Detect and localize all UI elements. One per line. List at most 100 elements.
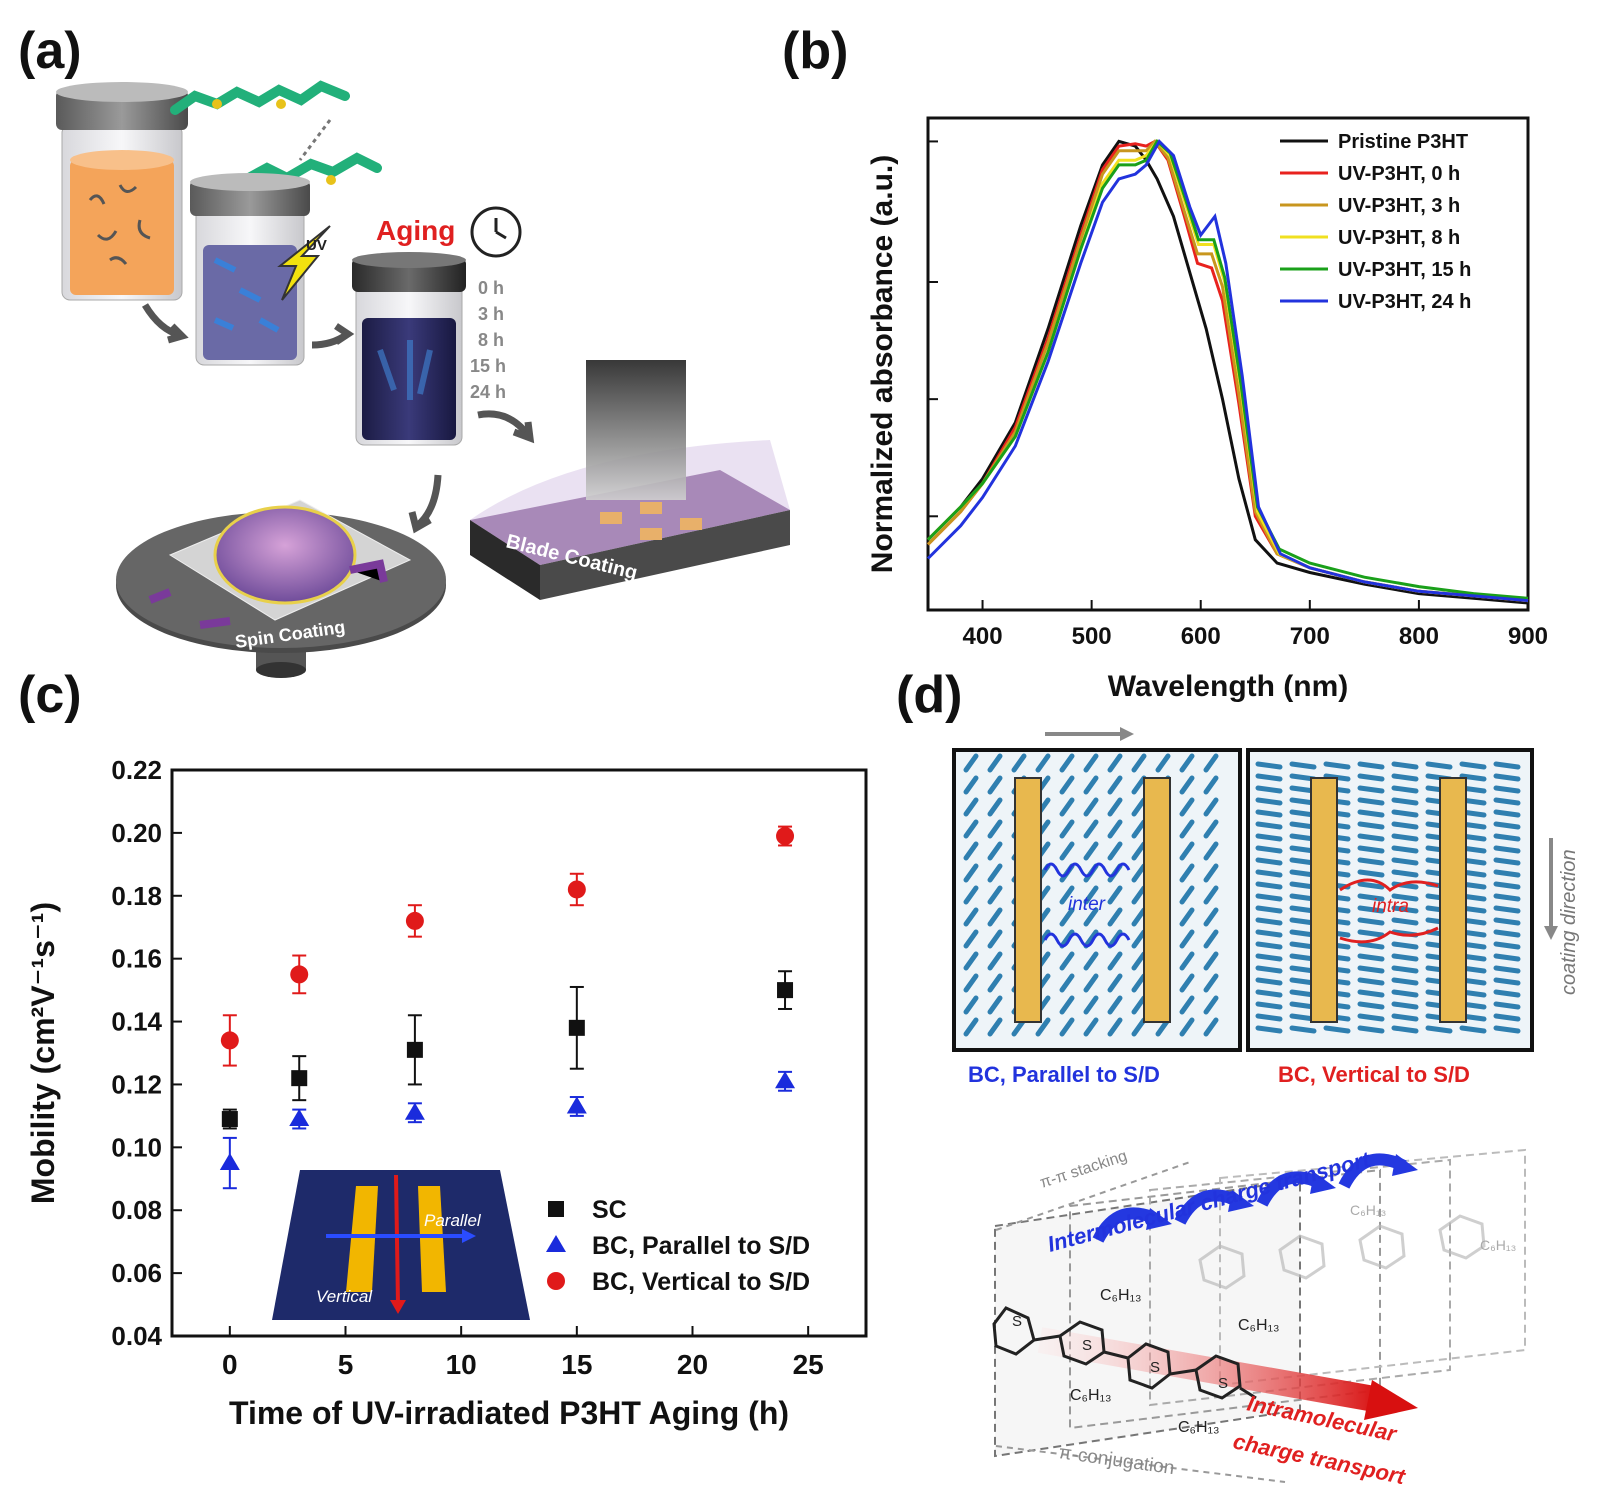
lamella-vertical-88	[1255, 893, 1283, 902]
lamella-vertical-175	[1493, 1013, 1521, 1022]
lamella-parallel-73	[1131, 885, 1147, 905]
lamella-parallel-45	[987, 841, 1003, 861]
data-point-2-1	[290, 965, 309, 984]
inset-vertical-arrowhead	[390, 1300, 406, 1314]
lamella-vertical-148	[1391, 977, 1419, 986]
x-axis-label-b: Wavelength (nm)	[1108, 670, 1349, 703]
clock-icon	[470, 206, 522, 258]
lamella-vertical-51	[1357, 833, 1385, 842]
lamella-vertical-143	[1493, 965, 1521, 974]
side-chain-label-6: C₆H₁₃	[1480, 1237, 1516, 1253]
lamella-vertical-103	[1493, 905, 1521, 914]
lamella-vertical-115	[1357, 929, 1385, 938]
lamella-vertical-178	[1323, 1025, 1351, 1034]
lamella-vertical-180	[1391, 1025, 1419, 1034]
lamella-vertical-56	[1255, 845, 1283, 854]
lamella-parallel-108	[1179, 951, 1195, 971]
lamella-vertical-139	[1357, 965, 1385, 974]
lamella-parallel-31	[1179, 797, 1195, 817]
plot-frame-c	[170, 768, 868, 1338]
spectrum-line-4	[926, 139, 1529, 600]
x-axis-label-c: Time of UV-irradiated P3HT Aging (h)	[229, 1395, 789, 1431]
lamella-parallel-119	[1179, 973, 1195, 993]
lamella-vertical-1	[1289, 761, 1317, 770]
lamella-parallel-84	[1131, 907, 1147, 927]
x-tick-label-b-0: 400	[963, 623, 1003, 650]
parallel-caption: BC, Parallel to S/D	[968, 1062, 1160, 1087]
lamella-vertical-124	[1391, 941, 1419, 950]
lamella-vertical-28	[1391, 797, 1419, 806]
lamella-parallel-39	[1107, 819, 1123, 839]
lamella-vertical-80	[1255, 881, 1283, 890]
absorbance-chart: 400 500 600 700 800 900 Wavelength (nm) Normali…	[866, 116, 1548, 703]
lamella-vertical-160	[1255, 1001, 1283, 1010]
lamella-vertical-83	[1357, 881, 1385, 890]
vertical-caption: BC, Vertical to S/D	[1278, 1062, 1470, 1087]
lamella-parallel-6	[1107, 753, 1123, 773]
lamella-parallel-132	[963, 1017, 979, 1037]
panel-c-label: (c)	[18, 666, 82, 724]
lamella-parallel-5	[1083, 753, 1099, 773]
lamella-vertical-24	[1255, 797, 1283, 806]
lamella-parallel-126	[1083, 995, 1099, 1015]
data-point-0-1	[291, 1070, 308, 1087]
lamella-parallel-93	[1083, 929, 1099, 949]
lamella-vertical-68	[1391, 857, 1419, 866]
lamella-vertical-91	[1357, 893, 1385, 902]
lamella-parallel-88	[963, 929, 979, 949]
lamella-vertical-60	[1391, 845, 1419, 854]
conjugation-label: π-conjugation	[1057, 1442, 1175, 1479]
lamella-parallel-67	[987, 885, 1003, 905]
lamella-vertical-23	[1493, 785, 1521, 794]
lamella-parallel-106	[1131, 951, 1147, 971]
lamella-parallel-54	[1203, 841, 1219, 861]
aging-time-3: 3 h	[478, 304, 504, 324]
lamella-parallel-95	[1131, 929, 1147, 949]
lamella-parallel-40	[1131, 819, 1147, 839]
x-tick-label-b-4: 800	[1399, 623, 1439, 650]
lamella-vertical-64	[1255, 857, 1283, 866]
side-chain-label-5: C₆H₁₃	[1350, 1202, 1386, 1218]
aging-time-24: 24 h	[470, 382, 506, 402]
lamella-parallel-26	[1059, 797, 1075, 817]
lamella-parallel-77	[963, 907, 979, 927]
data-point-0-4	[777, 982, 794, 999]
inset-electrode-right	[418, 1186, 446, 1292]
lamella-parallel-125	[1059, 995, 1075, 1015]
lamella-parallel-17	[1107, 775, 1123, 795]
lamella-vertical-111	[1493, 917, 1521, 926]
uv-label: UV	[306, 237, 327, 254]
lamella-vertical-59	[1357, 845, 1385, 854]
lamella-vertical-95	[1493, 893, 1521, 902]
plot-frame-b	[926, 116, 1530, 612]
y-tick-label-c-9: 0.22	[111, 755, 162, 785]
lamella-parallel-51	[1131, 841, 1147, 861]
legend-label-b-0: Pristine P3HT	[1338, 131, 1468, 153]
lamella-parallel-32	[1203, 797, 1219, 817]
sulfur-label-4: S	[1218, 1375, 1228, 1392]
sulfur-label-1: S	[1012, 1313, 1022, 1330]
lamella-vertical-79	[1493, 869, 1521, 878]
parallel-orientation-box: inter	[952, 748, 1242, 1052]
legend-label-b-3: UV-P3HT, 8 h	[1338, 227, 1460, 249]
lamella-parallel-8	[1155, 753, 1171, 773]
lamella-parallel-100	[987, 951, 1003, 971]
lamella-parallel-33	[963, 819, 979, 839]
lamella-vertical-136	[1255, 965, 1283, 974]
lamella-parallel-10	[1203, 753, 1219, 773]
data-point-1-1	[289, 1109, 310, 1127]
lamella-parallel-139	[1131, 1017, 1147, 1037]
lamella-vertical-44	[1391, 821, 1419, 830]
data-point-0-3	[568, 1019, 585, 1036]
panel-d-schematic: inter intra coating direction BC, Parall…	[952, 727, 1580, 1489]
lamella-parallel-110	[963, 973, 979, 993]
lamella-vertical-72	[1255, 869, 1283, 878]
lamella-parallel-70	[1059, 885, 1075, 905]
aging-title: Aging	[376, 215, 455, 246]
coating-direction-label: coating direction	[1558, 849, 1580, 995]
inter-label: inter	[1068, 894, 1106, 915]
lamella-vertical-181	[1425, 1025, 1453, 1034]
lamella-vertical-156	[1391, 989, 1419, 998]
lamella-vertical-140	[1391, 965, 1419, 974]
